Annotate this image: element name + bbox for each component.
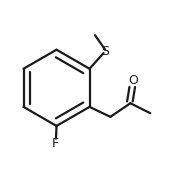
Text: S: S — [101, 45, 109, 58]
Text: O: O — [129, 74, 139, 87]
Text: F: F — [52, 137, 59, 150]
